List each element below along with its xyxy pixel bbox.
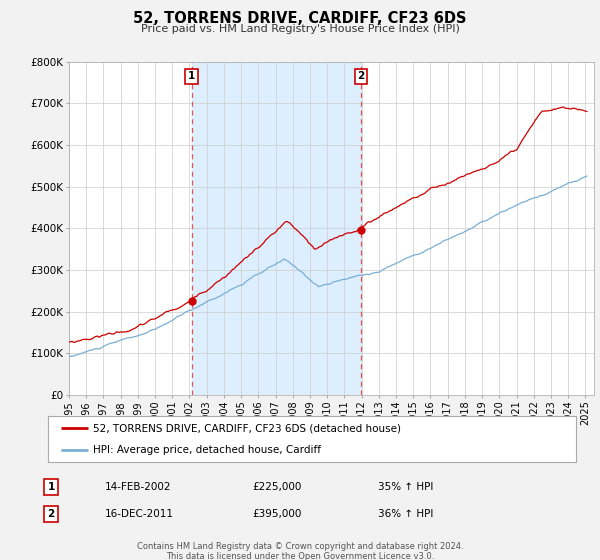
Text: 14-FEB-2002: 14-FEB-2002 — [105, 482, 172, 492]
Text: 2: 2 — [358, 71, 365, 81]
Text: This data is licensed under the Open Government Licence v3.0.: This data is licensed under the Open Gov… — [166, 552, 434, 560]
Text: 2: 2 — [47, 509, 55, 519]
Text: £225,000: £225,000 — [252, 482, 301, 492]
Text: Contains HM Land Registry data © Crown copyright and database right 2024.: Contains HM Land Registry data © Crown c… — [137, 542, 463, 551]
Text: 52, TORRENS DRIVE, CARDIFF, CF23 6DS: 52, TORRENS DRIVE, CARDIFF, CF23 6DS — [133, 11, 467, 26]
Text: 36% ↑ HPI: 36% ↑ HPI — [378, 509, 433, 519]
Text: HPI: Average price, detached house, Cardiff: HPI: Average price, detached house, Card… — [93, 445, 321, 455]
Text: 35% ↑ HPI: 35% ↑ HPI — [378, 482, 433, 492]
Text: £395,000: £395,000 — [252, 509, 301, 519]
Text: 16-DEC-2011: 16-DEC-2011 — [105, 509, 174, 519]
Text: 52, TORRENS DRIVE, CARDIFF, CF23 6DS (detached house): 52, TORRENS DRIVE, CARDIFF, CF23 6DS (de… — [93, 423, 401, 433]
Text: Price paid vs. HM Land Registry's House Price Index (HPI): Price paid vs. HM Land Registry's House … — [140, 24, 460, 34]
Text: 1: 1 — [188, 71, 195, 81]
Bar — [191, 62, 361, 395]
Text: 1: 1 — [47, 482, 55, 492]
